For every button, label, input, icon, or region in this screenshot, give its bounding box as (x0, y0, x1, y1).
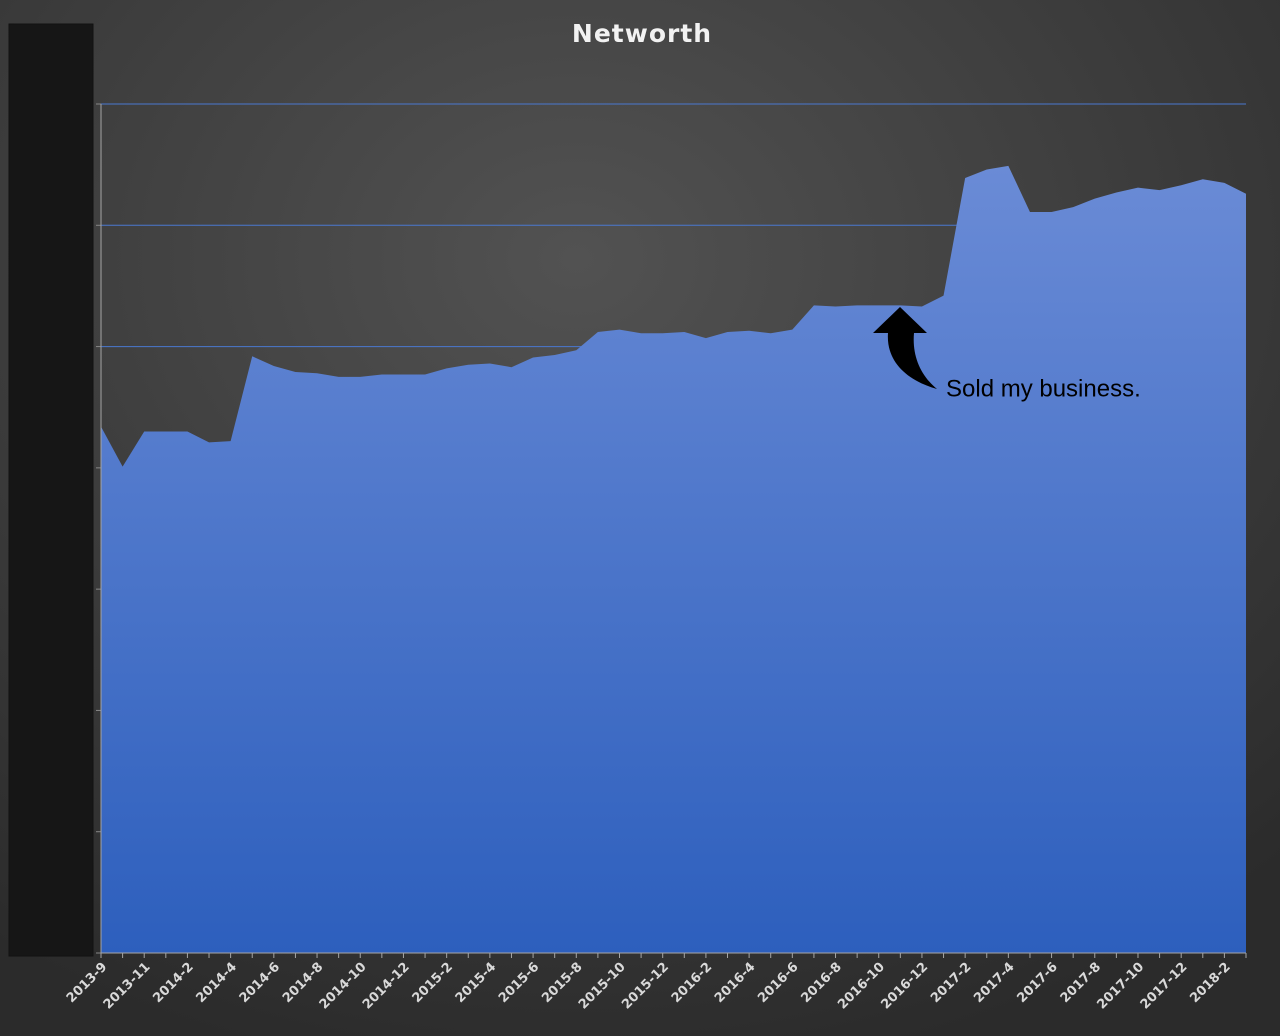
chart-title: Networth (572, 19, 712, 48)
redaction-box (8, 23, 94, 957)
area (101, 165, 1246, 953)
annotation-arrow (873, 307, 937, 389)
annotation: Sold my business. (946, 375, 1141, 402)
plot (100, 104, 1246, 954)
